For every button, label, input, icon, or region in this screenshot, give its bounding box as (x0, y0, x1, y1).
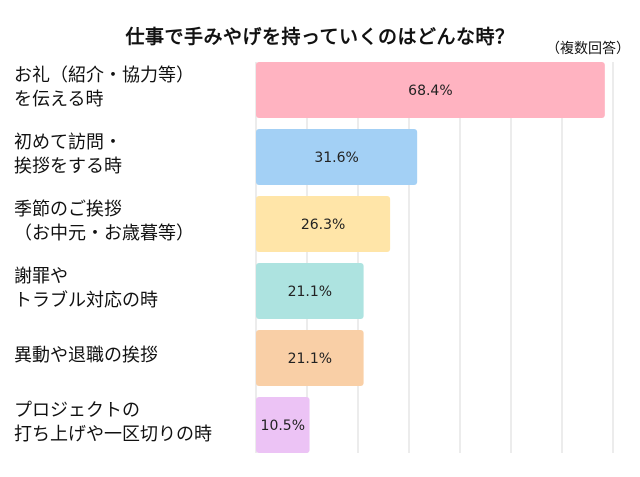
chart-title: 仕事で手みやげを持っていくのはどんな時？ (125, 26, 515, 48)
data-label: 68.4% (408, 83, 452, 99)
bar (256, 397, 310, 453)
bar (256, 263, 364, 319)
category-label: 季節のご挨拶 （お中元・お歳暮等） (14, 199, 194, 244)
category-label: 初めて訪問・ 挨拶をする時 (14, 132, 122, 177)
category-label: プロジェクトの 打ち上げや一区切りの時 (14, 400, 212, 445)
data-label: 31.6% (314, 150, 358, 166)
data-label: 10.5% (261, 418, 305, 434)
category-label: 異動や退職の挨拶 (14, 345, 158, 366)
bar (256, 129, 418, 185)
chart-subtitle: （複数回答） (546, 41, 630, 57)
bar (256, 62, 605, 118)
data-label: 21.1% (288, 284, 332, 300)
data-label: 21.1% (288, 351, 332, 367)
bar (256, 196, 391, 252)
data-label: 26.3% (301, 217, 345, 233)
bar (256, 330, 364, 386)
category-label: 謝罪や トラブル対応の時 (14, 266, 158, 311)
category-label: お礼（紹介・協力等） を伝える時 (14, 65, 194, 110)
